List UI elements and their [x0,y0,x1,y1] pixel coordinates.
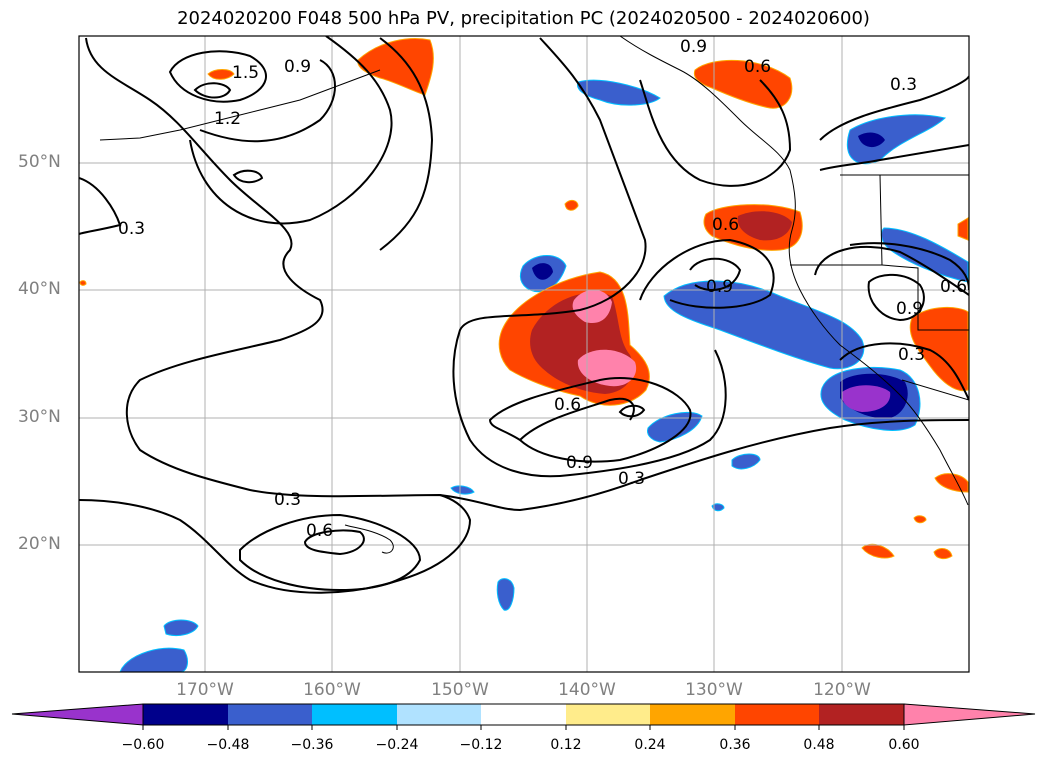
colorbar-tick: 0.36 [719,737,751,753]
pos-area-colo [957,217,969,241]
contour-label: 0.9 [706,277,733,297]
neg-area-small-1-core [532,263,553,280]
map-title: 2024020200 F048 500 hPa PV, precipitatio… [177,8,870,29]
contour-label: 0.9 [566,453,593,473]
neg-area-nevada [880,227,969,283]
colorbar-tick: −0.60 [121,737,165,753]
contour-label: 0.9 [284,57,311,77]
contour-label: 0.6 [554,395,581,415]
contour-label: 0.3 [898,345,925,365]
contour-label: 0.9 [896,299,923,319]
colorbar-high-extend [903,703,1036,726]
colorbar-segment [481,704,566,725]
colorbar-tick: −0.24 [375,737,419,753]
colorbar-tick: 0.12 [550,737,582,753]
map-frame [78,35,970,673]
colorbar-segment [650,704,735,725]
neg-area-sub-2 [731,453,761,470]
precip-positive-areas [79,38,969,560]
pos-area-oregon-core [737,211,792,241]
colorbar [11,703,1036,730]
contour-labels: 0.9 0.6 0.3 1.5 1.2 0.9 0.3 0.6 0.9 0.9 … [118,37,967,541]
lon-label-120w: 120°W [813,680,871,700]
colorbar-tick: 0.24 [634,737,666,753]
colorbar-segment [397,704,481,725]
neg-area-socal-purple [841,385,891,412]
neg-area-sub-4 [496,578,515,611]
colorbar-tick: −0.36 [290,737,334,753]
pos-area-mex-4 [913,515,927,524]
pos-area-mex-2 [861,543,895,559]
pos-area-dot-1 [79,280,87,286]
contour-label: 0.6 [306,521,333,541]
pos-area-mex-3 [933,548,953,560]
contour-label: 0.6 [744,57,771,77]
lon-label-160w: 160°W [303,680,361,700]
contour-label: 0.3 [618,469,645,489]
lon-label-140w: 140°W [558,680,616,700]
lat-label-40n: 40°N [18,279,61,299]
coastlines [99,36,969,554]
pos-area-bc [693,59,793,109]
colorbar-tick: −0.48 [206,737,250,753]
pos-area-aleutian-2 [207,69,235,80]
lon-label-130w: 130°W [685,680,743,700]
pos-area-small-red [564,199,579,211]
colorbar-tick: 0.60 [888,737,920,753]
lat-label-30n: 30°N [18,407,61,427]
colorbar-segment [566,704,650,725]
gridlines [79,36,969,672]
pv-contours [79,36,969,594]
contour-label: 0.3 [118,219,145,239]
contour-label: 0.3 [274,490,301,510]
neg-area-pnw-core [858,132,885,148]
neg-area-pnw [846,114,947,165]
colorbar-segment [819,704,904,725]
contour-label: 0.3 [890,75,917,95]
pos-area-aleutian [357,38,434,96]
lat-label-50n: 50°N [18,152,61,172]
colorbar-segment [228,704,312,725]
contour-label: 0.6 [712,215,739,235]
pos-area-mex [934,473,969,493]
lon-label-150w: 150°W [431,680,489,700]
colorbar-low-extend [11,703,144,726]
lat-label-20n: 20°N [18,534,61,554]
neg-area-sub-7 [711,503,725,512]
colorbar-tick: 0.48 [803,737,835,753]
contour-label: 0.6 [940,277,967,297]
contour-label: 1.5 [232,63,259,83]
neg-area-sub-5 [163,619,199,637]
contour-label: 1.2 [214,109,241,129]
colorbar-tick: −0.12 [459,737,503,753]
contour-label: 0.9 [680,37,707,57]
neg-area-cal-band [663,280,865,370]
colorbar-segment [312,704,397,725]
neg-area-sub-6 [119,647,188,672]
colorbar-segment [735,704,819,725]
colorbar-segment [143,704,228,725]
lon-label-170w: 170°W [176,680,234,700]
neg-area-sub-3 [450,485,475,495]
